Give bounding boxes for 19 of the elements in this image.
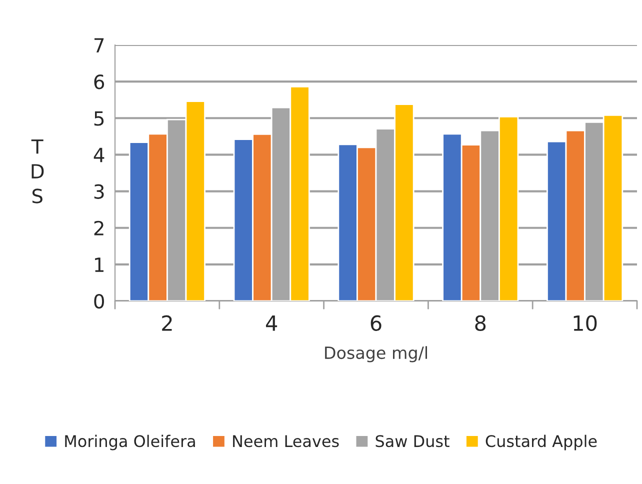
y-tick-label: 1 bbox=[95, 258, 104, 272]
legend-label: Saw Dust bbox=[376, 435, 450, 448]
x-axis-title: Dosage mg/l bbox=[325, 346, 427, 362]
x-tick-label: 8 bbox=[475, 315, 486, 332]
legend-label: Moringa Oleifera bbox=[65, 434, 195, 450]
y-tick-label: 6 bbox=[94, 74, 104, 90]
x-tick-label: 6 bbox=[370, 315, 382, 332]
y-tick-label: 0 bbox=[94, 294, 104, 309]
legend-label: Neem Leaves bbox=[233, 435, 339, 448]
x-tick-label: 10 bbox=[574, 315, 597, 332]
x-tick-label: 4 bbox=[266, 316, 278, 331]
y-tick-label: 2 bbox=[94, 220, 104, 236]
legend-label: Custard Apple bbox=[486, 434, 597, 450]
y-tick-label: 3 bbox=[94, 184, 104, 199]
y-axis-title: TDS bbox=[31, 139, 44, 204]
y-tick-label: 7 bbox=[94, 38, 104, 52]
x-tick-label: 2 bbox=[162, 315, 172, 331]
y-tick-label: 5 bbox=[94, 111, 104, 126]
y-tick-label: 4 bbox=[94, 148, 104, 162]
